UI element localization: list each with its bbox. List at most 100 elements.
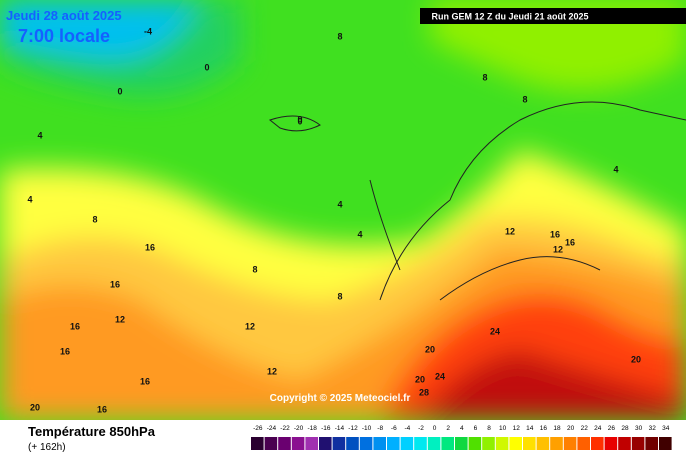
map-field bbox=[0, 0, 686, 420]
legend-label: 34 bbox=[662, 425, 670, 432]
legend-swatch bbox=[659, 437, 672, 450]
legend-label: -14 bbox=[335, 425, 345, 432]
legend-swatch bbox=[346, 437, 359, 450]
legend-swatch bbox=[332, 437, 346, 450]
isotherm-label: 16 bbox=[140, 376, 150, 386]
isotherm-label: 12 bbox=[115, 314, 125, 324]
isotherm-label: 8 bbox=[252, 264, 257, 274]
legend-swatch bbox=[604, 437, 618, 450]
isotherm-label: 16 bbox=[70, 321, 80, 331]
legend-swatch bbox=[618, 437, 631, 450]
legend-swatch bbox=[523, 437, 536, 450]
legend-swatch bbox=[591, 437, 604, 450]
legend-label: -2 bbox=[418, 425, 424, 432]
legend-swatch bbox=[359, 437, 373, 450]
isotherm-label: 0 bbox=[204, 62, 209, 72]
legend-label: -10 bbox=[362, 425, 372, 432]
legend-swatch bbox=[577, 437, 590, 450]
footer-title: Température 850hPa bbox=[28, 424, 156, 439]
legend-swatch bbox=[536, 437, 550, 450]
legend-swatch bbox=[400, 437, 414, 450]
legend-label: 10 bbox=[499, 425, 507, 432]
isotherm-label: 16 bbox=[97, 404, 107, 414]
legend-swatch bbox=[645, 437, 658, 450]
isotherm-label: 4 bbox=[613, 164, 618, 174]
legend-swatch bbox=[319, 437, 332, 450]
legend-label: -6 bbox=[391, 425, 397, 432]
legend-swatch bbox=[441, 437, 454, 450]
legend-swatch bbox=[468, 437, 482, 450]
run-text: Run GEM 12 Z du Jeudi 21 août 2025 bbox=[431, 11, 588, 21]
footer-lead: (+ 162h) bbox=[28, 442, 66, 453]
legend-swatch bbox=[291, 437, 305, 450]
legend-label: -22 bbox=[280, 425, 290, 432]
isotherm-label: 0 bbox=[297, 116, 302, 126]
legend-label: 12 bbox=[513, 425, 521, 432]
isotherm-label: 8 bbox=[482, 72, 487, 82]
isotherm-label: 20 bbox=[425, 344, 435, 354]
legend-swatch bbox=[550, 437, 563, 450]
isotherm-label: 16 bbox=[60, 346, 70, 356]
legend-swatch bbox=[631, 437, 645, 450]
isotherm-label: 24 bbox=[490, 326, 500, 336]
legend-label: 30 bbox=[635, 425, 643, 432]
isotherm-label: 0 bbox=[297, 114, 302, 124]
isotherm-label: 16 bbox=[110, 279, 120, 289]
copyright: Copyright © 2025 Meteociel.fr bbox=[270, 393, 411, 404]
legend-label: 16 bbox=[540, 425, 548, 432]
legend-label: 28 bbox=[621, 425, 629, 432]
legend-swatch bbox=[373, 437, 386, 450]
isotherm-label: 8 bbox=[92, 214, 97, 224]
isotherm-label: 24 bbox=[435, 371, 445, 381]
time: 7:00 locale bbox=[18, 26, 110, 46]
legend-swatch bbox=[278, 437, 291, 450]
legend-label: 18 bbox=[553, 425, 561, 432]
legend-swatch bbox=[563, 437, 577, 450]
legend-swatch bbox=[427, 437, 441, 450]
legend-label: -26 bbox=[253, 425, 263, 432]
legend-swatch bbox=[455, 437, 468, 450]
isotherm-label: 16 bbox=[145, 242, 155, 252]
legend-label: -18 bbox=[307, 425, 317, 432]
legend-swatch bbox=[414, 437, 427, 450]
isotherm-label: 4 bbox=[337, 199, 342, 209]
legend-label: -12 bbox=[348, 425, 358, 432]
isotherm-label: 4 bbox=[27, 194, 32, 204]
isotherm-label: 28 bbox=[419, 387, 429, 397]
legend-label: 8 bbox=[487, 425, 491, 432]
legend-swatch bbox=[387, 437, 400, 450]
isotherm-label: 4 bbox=[357, 229, 362, 239]
isotherm-label: 8 bbox=[337, 291, 342, 301]
legend-swatch bbox=[495, 437, 509, 450]
isotherm-label: -4 bbox=[144, 26, 152, 36]
legend-label: 20 bbox=[567, 425, 575, 432]
isotherm-label: 0 bbox=[117, 86, 122, 96]
isotherm-label: 20 bbox=[30, 402, 40, 412]
legend-swatch bbox=[509, 437, 522, 450]
isotherm-label: 20 bbox=[631, 354, 641, 364]
legend-label: -8 bbox=[377, 425, 383, 432]
legend-label: -20 bbox=[294, 425, 304, 432]
legend-label: 14 bbox=[526, 425, 534, 432]
legend-label: 22 bbox=[581, 425, 589, 432]
isotherm-label: 12 bbox=[267, 366, 277, 376]
legend-swatch bbox=[264, 437, 278, 450]
isotherm-label: 16 bbox=[565, 237, 575, 247]
run-box bbox=[420, 8, 686, 24]
date: Jeudi 28 août 2025 bbox=[6, 8, 122, 23]
isotherm-label: 12 bbox=[245, 321, 255, 331]
isotherm-label: 4 bbox=[37, 130, 42, 140]
legend-label: 26 bbox=[608, 425, 616, 432]
isotherm-label: 12 bbox=[553, 244, 563, 254]
legend-label: 2 bbox=[446, 425, 450, 432]
legend-label: -16 bbox=[321, 425, 331, 432]
isotherm-label: 8 bbox=[337, 31, 342, 41]
isotherm-label: 8 bbox=[522, 94, 527, 104]
isotherm-label: 16 bbox=[550, 229, 560, 239]
isotherm-label: 12 bbox=[505, 226, 515, 236]
legend-swatch bbox=[251, 437, 264, 450]
legend-label: -24 bbox=[267, 425, 277, 432]
legend-swatch bbox=[482, 437, 495, 450]
